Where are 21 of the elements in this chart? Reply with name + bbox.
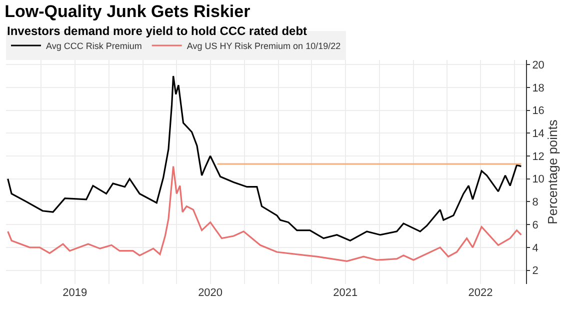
- y-tick-label: 20: [532, 59, 544, 72]
- line-series: [7, 75, 522, 242]
- x-tick-label: 2021: [333, 287, 358, 299]
- legend-label: Avg CCC Risk Premium: [46, 41, 142, 52]
- y-tick-label: 8: [532, 196, 538, 209]
- x-tick-label: 2022: [468, 287, 493, 299]
- y-tick-label: 16: [532, 105, 544, 118]
- legend-label: Avg US HY Risk Premium on 10/19/22: [186, 41, 341, 52]
- y-tick-label: 14: [532, 128, 544, 140]
- x-tick-label: 2020: [198, 287, 223, 299]
- y-tick-label: 18: [532, 82, 544, 94]
- y-tick-label: 12: [532, 150, 544, 163]
- y-tick-label: 2: [532, 265, 538, 278]
- y-axis-title: Percentage points: [545, 119, 560, 224]
- y-tick-label: 4: [532, 242, 538, 254]
- y-tick-label: 6: [532, 219, 538, 232]
- line-series: [7, 165, 522, 262]
- chart-subtitle: Investors demand more yield to hold CCC rated debt: [7, 24, 308, 38]
- chart-title: Low-Quality Junk Gets Riskier: [4, 2, 251, 21]
- x-tick-label: 2019: [62, 287, 88, 299]
- y-tick-label: 10: [532, 174, 544, 186]
